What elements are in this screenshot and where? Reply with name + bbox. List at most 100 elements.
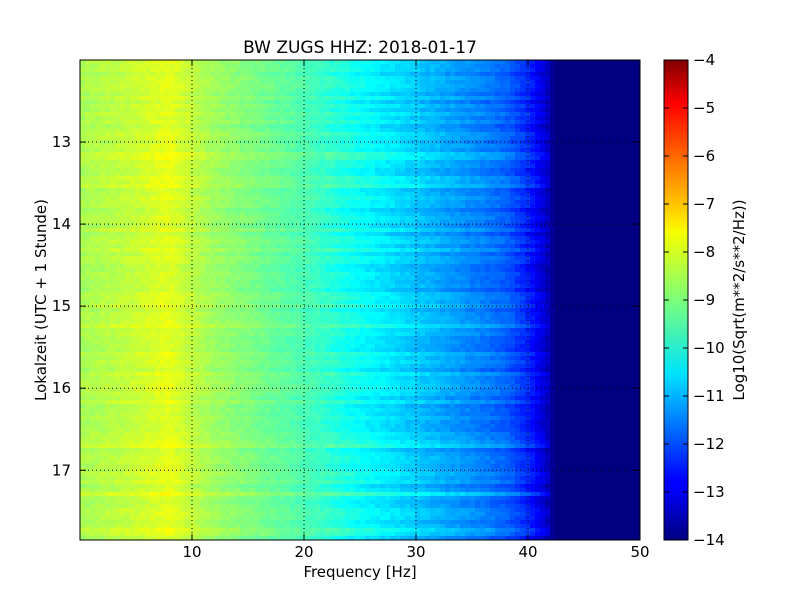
heatmap-cell bbox=[160, 188, 166, 193]
heatmap-cell bbox=[405, 60, 411, 65]
heatmap-cell bbox=[140, 168, 146, 173]
heatmap-cell bbox=[295, 176, 301, 181]
heatmap-cell bbox=[435, 228, 441, 233]
heatmap-cell bbox=[350, 128, 356, 133]
heatmap-cell bbox=[580, 180, 586, 185]
heatmap-cell bbox=[235, 196, 241, 201]
heatmap-cell bbox=[175, 144, 181, 149]
heatmap-cell bbox=[345, 84, 351, 89]
heatmap-cell bbox=[525, 124, 531, 129]
heatmap-cell bbox=[450, 196, 456, 201]
heatmap-cell bbox=[100, 172, 106, 177]
heatmap-cell bbox=[205, 184, 211, 189]
heatmap-cell bbox=[330, 216, 336, 221]
heatmap-cell bbox=[410, 212, 416, 217]
heatmap-cell bbox=[445, 208, 451, 213]
heatmap-cell bbox=[585, 124, 591, 129]
heatmap-cell bbox=[540, 128, 546, 133]
heatmap-cell bbox=[360, 88, 366, 93]
heatmap-cell bbox=[155, 68, 161, 73]
heatmap-cell bbox=[610, 168, 616, 173]
heatmap-cell bbox=[215, 100, 221, 105]
heatmap-cell bbox=[180, 96, 186, 101]
heatmap-cell bbox=[455, 96, 461, 101]
heatmap-cell bbox=[115, 176, 121, 181]
heatmap-cell bbox=[465, 80, 471, 85]
heatmap-cell bbox=[385, 204, 391, 209]
heatmap-cell bbox=[290, 64, 296, 69]
heatmap-cell bbox=[340, 152, 346, 157]
heatmap-cell bbox=[550, 72, 556, 77]
heatmap-cell bbox=[440, 156, 446, 161]
heatmap-cell bbox=[440, 152, 446, 157]
heatmap-cell bbox=[520, 168, 526, 173]
heatmap-cell bbox=[255, 216, 261, 221]
heatmap-cell bbox=[575, 92, 581, 97]
heatmap-cell bbox=[495, 224, 501, 229]
heatmap-cell bbox=[210, 160, 216, 165]
heatmap-cell bbox=[115, 68, 121, 73]
heatmap-cell bbox=[485, 68, 491, 73]
heatmap-cell bbox=[465, 160, 471, 165]
heatmap-cell bbox=[100, 124, 106, 129]
heatmap-cell bbox=[90, 188, 96, 193]
heatmap-cell bbox=[565, 92, 571, 97]
heatmap-cell bbox=[265, 152, 271, 157]
heatmap-cell bbox=[220, 136, 226, 141]
heatmap-cell bbox=[380, 200, 386, 205]
heatmap-cell bbox=[385, 96, 391, 101]
heatmap-cell bbox=[90, 88, 96, 93]
heatmap-cell bbox=[505, 204, 511, 209]
heatmap-cell bbox=[585, 196, 591, 201]
heatmap-cell bbox=[365, 120, 371, 125]
heatmap-cell bbox=[335, 200, 341, 205]
heatmap-cell bbox=[160, 76, 166, 81]
heatmap-cell bbox=[135, 188, 141, 193]
heatmap-cell bbox=[595, 148, 601, 153]
heatmap-cell bbox=[585, 176, 591, 181]
heatmap-cell bbox=[150, 156, 156, 161]
heatmap-cell bbox=[580, 140, 586, 145]
heatmap-cell bbox=[590, 92, 596, 97]
heatmap-cell bbox=[515, 192, 521, 197]
heatmap-cell bbox=[505, 220, 511, 225]
heatmap-cell bbox=[370, 116, 376, 121]
heatmap-cell bbox=[330, 116, 336, 121]
heatmap-cell bbox=[310, 220, 316, 225]
heatmap-cell bbox=[385, 88, 391, 93]
heatmap-cell bbox=[570, 164, 576, 169]
heatmap-cell bbox=[145, 88, 151, 93]
heatmap-cell bbox=[410, 148, 416, 153]
heatmap-cell bbox=[635, 124, 640, 129]
heatmap-cell bbox=[160, 96, 166, 101]
heatmap-cell bbox=[580, 108, 586, 113]
heatmap-cell bbox=[270, 228, 276, 233]
heatmap-cell bbox=[130, 204, 136, 209]
heatmap-cell bbox=[620, 96, 626, 101]
heatmap-cell bbox=[430, 120, 436, 125]
heatmap-cell bbox=[635, 96, 640, 101]
heatmap-cell bbox=[410, 64, 416, 69]
heatmap-cell bbox=[615, 176, 621, 181]
heatmap-cell bbox=[155, 152, 161, 157]
heatmap-cell bbox=[120, 180, 126, 185]
heatmap-cell bbox=[265, 232, 271, 237]
heatmap-cell bbox=[340, 204, 346, 209]
heatmap-cell bbox=[330, 108, 336, 113]
heatmap-cell bbox=[115, 212, 121, 217]
heatmap-cell bbox=[275, 196, 281, 201]
heatmap-cell bbox=[200, 64, 206, 69]
heatmap-cell bbox=[380, 196, 386, 201]
heatmap-cell bbox=[240, 152, 246, 157]
heatmap-cell bbox=[620, 220, 626, 225]
heatmap-cell bbox=[475, 180, 481, 185]
heatmap-cell bbox=[590, 192, 596, 197]
heatmap-cell bbox=[240, 96, 246, 101]
heatmap-cell bbox=[545, 172, 551, 177]
heatmap-cell bbox=[320, 188, 326, 193]
heatmap-cell bbox=[110, 64, 116, 69]
heatmap-cell bbox=[535, 92, 541, 97]
heatmap-cell bbox=[435, 104, 441, 109]
heatmap-cell bbox=[615, 148, 621, 153]
heatmap-cell bbox=[220, 224, 226, 229]
